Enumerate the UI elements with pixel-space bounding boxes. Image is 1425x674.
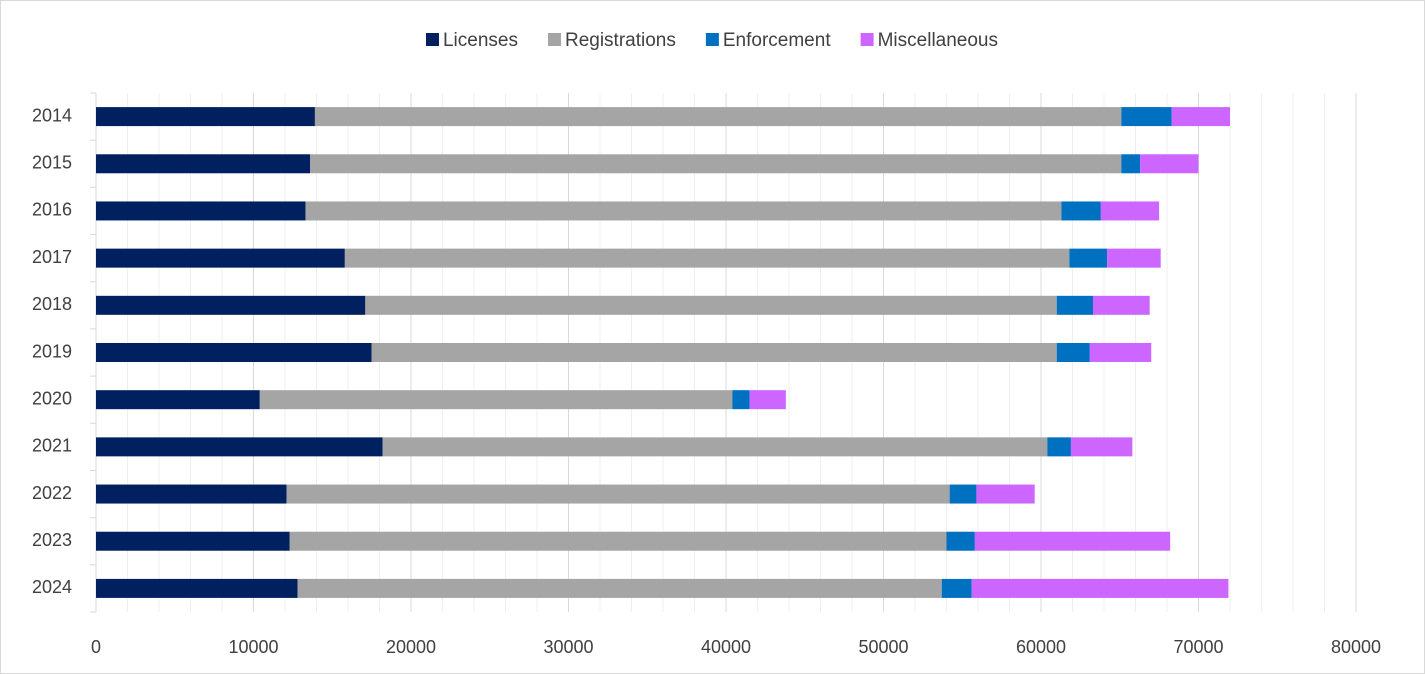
bar-segment	[96, 295, 366, 315]
bar-segment	[96, 578, 298, 598]
bar-segment	[749, 390, 786, 410]
bar-segment	[1171, 107, 1230, 127]
y-tick-label: 2024	[32, 577, 72, 597]
x-tick-label: 50000	[858, 637, 908, 657]
bar-segment	[1070, 437, 1133, 457]
bar-segment	[1089, 343, 1152, 362]
bar-segment	[289, 531, 947, 551]
bar-segment	[976, 484, 1035, 504]
y-tick-label: 2023	[32, 530, 72, 550]
x-tick-label: 80000	[1331, 637, 1381, 657]
x-tick-label: 40000	[701, 637, 751, 657]
bar-segment	[305, 201, 1062, 221]
bar-segment	[1121, 107, 1172, 127]
legend: Licenses Registrations Enforcement Miscella…	[425, 30, 998, 51]
y-tick-label: 2018	[32, 294, 72, 314]
bar-segment	[1056, 343, 1090, 362]
labels: 0 10000 20000 30000 40000 50000 60000 70000 8000…	[32, 105, 1381, 656]
bar-segment	[946, 531, 975, 551]
y-tick-label: 2014	[32, 105, 72, 125]
bar-segment	[297, 578, 942, 598]
bar-segment	[971, 578, 1229, 598]
bar-segment	[1121, 154, 1141, 174]
y-tick-label: 2016	[32, 200, 72, 220]
bar-segment	[941, 578, 972, 598]
bar-segment	[1092, 295, 1150, 315]
bar-segment	[344, 248, 1070, 268]
legend-swatch	[705, 33, 719, 46]
bar-segment	[949, 484, 977, 504]
bar-segment	[365, 295, 1057, 315]
y-tick-label: 2020	[32, 388, 72, 408]
x-tick-label: 70000	[1173, 637, 1223, 657]
bar-segment	[1107, 248, 1161, 268]
legend-swatch	[860, 33, 874, 46]
bar-segment	[96, 201, 306, 221]
y-tick-label: 2021	[32, 436, 72, 456]
bar-segment	[1047, 437, 1071, 457]
legend-label: Miscellaneous	[878, 30, 998, 51]
bar-segment	[1061, 201, 1101, 221]
bar-segment	[382, 437, 1048, 457]
x-tick-label: 20000	[386, 637, 436, 657]
bar-segment	[259, 390, 733, 410]
bar-segment	[96, 437, 383, 457]
y-tick-label: 2022	[32, 483, 72, 503]
bar-segment	[1140, 154, 1199, 174]
legend-label: Registrations	[565, 30, 676, 51]
bar-segment	[96, 107, 315, 127]
bar-segment	[96, 154, 311, 174]
y-tick-label: 2019	[32, 341, 72, 361]
x-tick-label: 30000	[543, 637, 593, 657]
x-tick-label: 60000	[1016, 637, 1066, 657]
bar-segment	[1100, 201, 1160, 221]
bar-segment	[732, 390, 750, 410]
bar-segment	[96, 390, 260, 410]
bar-segment	[286, 484, 950, 504]
bar-segment	[96, 343, 372, 362]
x-tick-label: 0	[91, 637, 101, 657]
bar-segment	[1056, 295, 1093, 315]
legend-label: Enforcement	[723, 30, 831, 51]
x-tick-label: 10000	[228, 637, 278, 657]
bar-segment	[1069, 248, 1108, 268]
bar-segment	[96, 248, 345, 268]
bar-segment	[371, 343, 1057, 362]
y-tick-label: 2017	[32, 247, 72, 267]
legend-swatch	[547, 33, 561, 46]
bar-segment	[96, 531, 290, 551]
legend-swatch	[425, 33, 439, 46]
bar-segment	[310, 154, 1122, 174]
bars	[96, 107, 1230, 598]
bar-segment	[96, 484, 287, 504]
y-tick-label: 2015	[32, 153, 72, 173]
legend-label: Licenses	[443, 30, 518, 51]
bar-segment	[974, 531, 1171, 551]
bar-segment	[314, 107, 1122, 127]
